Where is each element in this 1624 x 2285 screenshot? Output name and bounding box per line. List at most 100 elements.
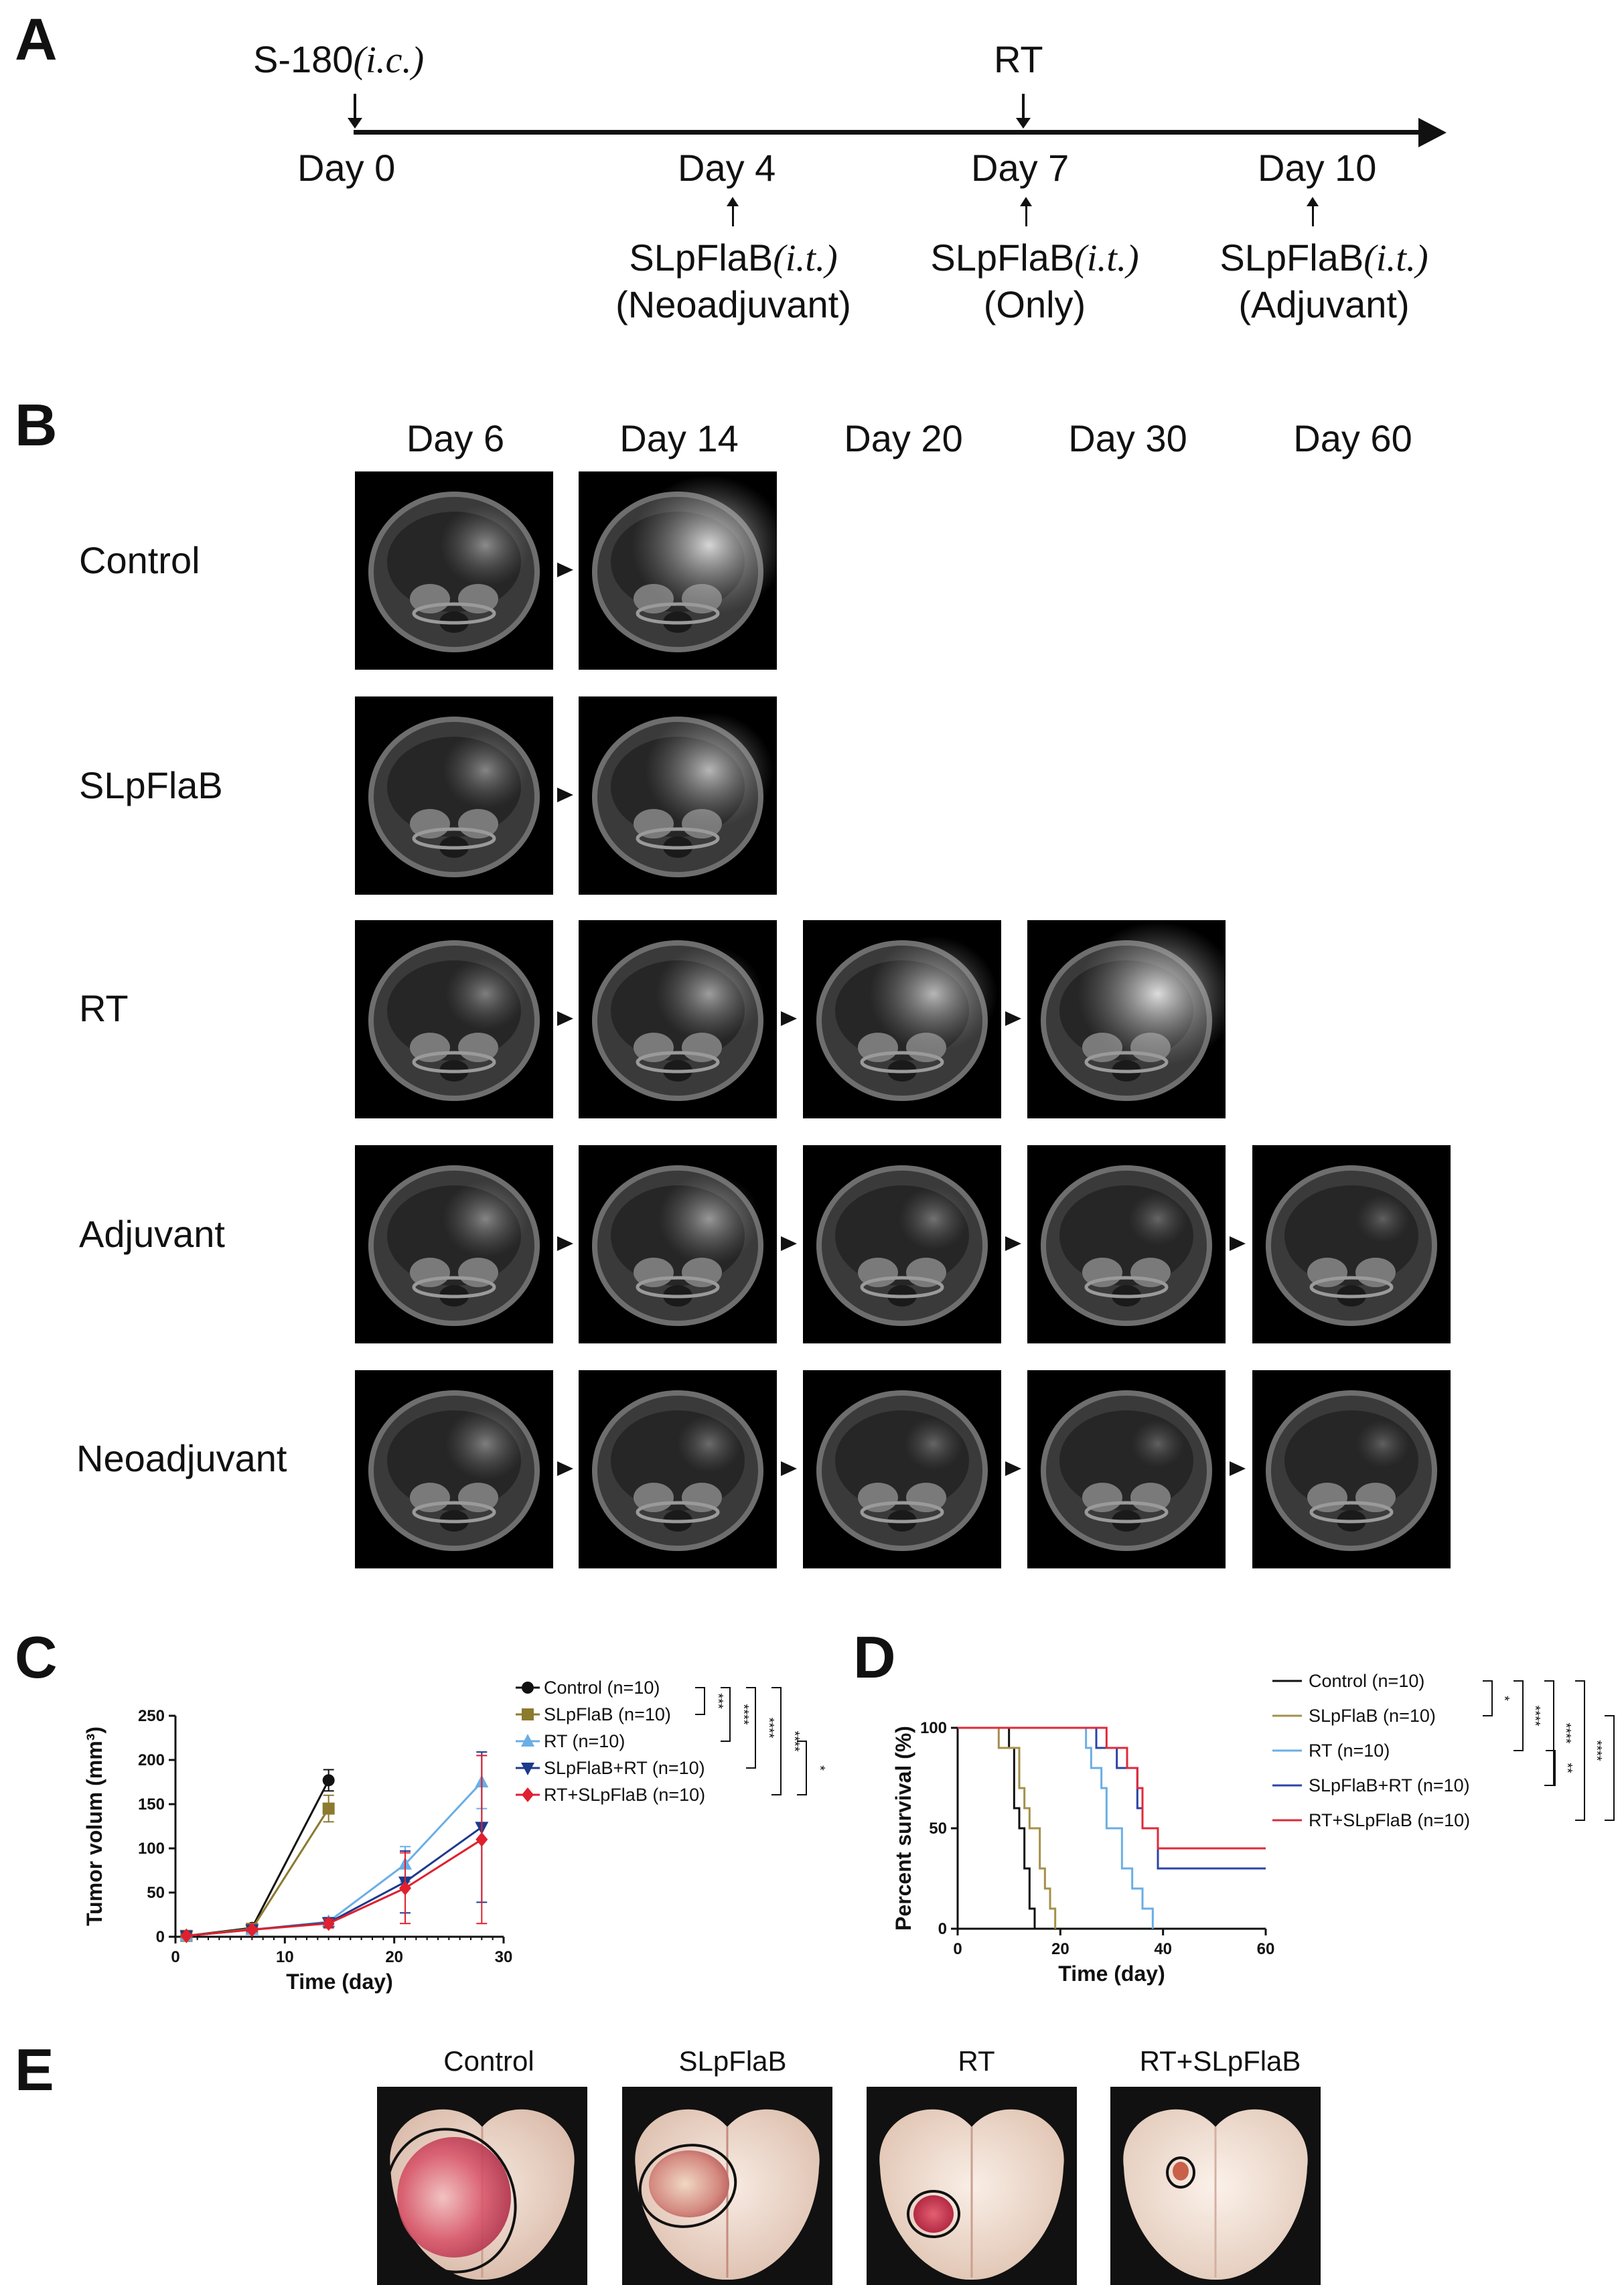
panel-label-d: D <box>853 1624 896 1690</box>
mri-image-neoadjuvant-2 <box>579 1370 777 1568</box>
y-tick-label: 50 <box>147 1884 165 1902</box>
significance-bracket <box>1514 1680 1524 1751</box>
survival-chart: 0 20 40 60 0 50 100 Time (day) Percent survival … <box>851 1621 1624 1996</box>
legend-entry: RT+SLpFlaB (n=10) <box>544 1785 705 1805</box>
mri-arrow-rt-3 <box>1005 1011 1021 1026</box>
day-header-14: Day 14 <box>619 417 739 459</box>
y-tick-label: 100 <box>138 1840 165 1858</box>
y-tick-label: 250 <box>138 1707 165 1725</box>
y-axis-label: Percent survival (%) <box>891 1726 915 1931</box>
treatment-drug: SLpFlaB <box>629 236 773 279</box>
mri-image-neoadjuvant-3 <box>803 1370 1001 1568</box>
x-tick-label: 20 <box>1051 1940 1069 1958</box>
mri-image-rt-4 <box>1027 920 1226 1118</box>
significance-label: *** <box>711 1693 725 1709</box>
mri-image-adjuvant-2 <box>579 1145 777 1343</box>
treatment-note: (Adjuvant) <box>1238 283 1410 325</box>
mri-image-rt-2 <box>579 920 777 1118</box>
mri-image-control-1 <box>355 471 553 670</box>
panel-label-b: B <box>15 392 58 458</box>
significance-label: **** <box>1528 1705 1542 1726</box>
mri-image-adjuvant-5 <box>1252 1145 1451 1343</box>
mri-arrow-slpflab-1 <box>557 788 573 802</box>
brain-label-rt-slpflab: RT+SLpFlaB <box>1139 2045 1301 2077</box>
significance-bracket <box>1575 1680 1585 1821</box>
day-header-20: Day 20 <box>844 417 963 459</box>
significance-bracket <box>695 1687 705 1715</box>
mri-arrow-neoadjuvant-4 <box>1230 1461 1246 1476</box>
y-tick-label: 100 <box>920 1719 947 1737</box>
brain-panel: Control SLpFlaB RT RT+SLpFlaB <box>0 2036 1624 2285</box>
y-tick-label: 0 <box>156 1928 165 1946</box>
y-tick-label: 0 <box>938 1920 947 1938</box>
legend-entry: RT+SLpFlaB (n=10) <box>1309 1810 1470 1830</box>
mri-image-adjuvant-4 <box>1027 1145 1226 1343</box>
data-point <box>521 1763 534 1775</box>
mri-image-neoadjuvant-5 <box>1252 1370 1451 1568</box>
legend-entry: SLpFlaB+RT (n=10) <box>1309 1775 1470 1795</box>
data-point <box>522 1787 534 1802</box>
significance-label: **** <box>787 1730 802 1751</box>
mri-image-neoadjuvant-1 <box>355 1370 553 1568</box>
series-4 <box>180 1755 488 1943</box>
neoadjuvant-up-arrow <box>732 200 734 226</box>
data-point <box>246 1922 259 1937</box>
timeline-arrowhead <box>1418 118 1447 147</box>
data-point <box>399 1881 411 1896</box>
injection-cell-line: S-180 <box>253 38 354 80</box>
treatment-route: (i.t.) <box>1363 238 1428 279</box>
panel-label-e: E <box>15 2037 54 2103</box>
significance-label: **** <box>736 1704 751 1724</box>
data-point <box>322 1802 335 1815</box>
significance-label: **** <box>1589 1740 1604 1761</box>
mri-image-rt-1 <box>355 920 553 1118</box>
legend-entry: SLpFlaB (n=10) <box>1309 1706 1436 1726</box>
injection-arrowhead <box>348 118 362 129</box>
brain-photo-slpflab <box>622 2087 832 2285</box>
y-axis-label: Tumor volum (mm³) <box>82 1726 106 1926</box>
mri-arrow-rt-2 <box>781 1011 797 1026</box>
legend-entry: SLpFlaB+RT (n=10) <box>544 1758 705 1778</box>
only-up-arrow <box>1025 200 1027 226</box>
mri-image-grid <box>0 388 1624 1594</box>
brain-photo-control <box>377 2087 587 2285</box>
brain-photo-rt <box>867 2087 1077 2285</box>
adjuvant-up-arrowhead <box>1307 197 1319 206</box>
series-1 <box>180 1794 335 1942</box>
x-tick-label: 0 <box>171 1948 179 1966</box>
panel-label-a: A <box>15 6 58 72</box>
mri-image-adjuvant-3 <box>803 1145 1001 1343</box>
y-tick-label: 50 <box>929 1820 947 1838</box>
treatment-only: SLpFlaB(i.t.) (Only) <box>891 236 1179 326</box>
significance-bracket <box>1544 1680 1554 1786</box>
injection-route: (i.c.) <box>353 40 425 81</box>
survival-curve-1 <box>958 1726 1057 1929</box>
mri-image-slpflab-2 <box>579 696 777 895</box>
x-tick-label: 30 <box>495 1948 513 1966</box>
injection-label: S-180(i.c.) <box>253 38 424 82</box>
mri-image-slpflab-1 <box>355 696 553 895</box>
day-header-30: Day 30 <box>1068 417 1187 459</box>
legend-entry: Control (n=10) <box>544 1678 660 1698</box>
row-label-rt: RT <box>79 987 129 1029</box>
treatment-note: (Neoadjuvant) <box>615 283 851 325</box>
mri-arrow-rt-1 <box>557 1011 573 1026</box>
survival-curve-0 <box>958 1726 1036 1929</box>
brain-label-slpflab: SLpFlaB <box>678 2045 787 2077</box>
treatment-note: (Only) <box>983 283 1086 325</box>
data-point <box>180 1928 193 1943</box>
significance-label: ** <box>1560 1763 1574 1773</box>
mri-panel: Day 6 Day 14 Day 20 Day 30 Day 60 Contro… <box>0 388 1624 1594</box>
x-tick-label: 10 <box>276 1948 294 1966</box>
timeline-axis <box>354 130 1425 135</box>
significance-label: ** <box>1619 1763 1624 1773</box>
row-label-slpflab: SLpFlaB <box>79 764 223 806</box>
treatment-route: (i.t.) <box>1074 238 1139 279</box>
row-label-control: Control <box>79 539 200 581</box>
mri-arrow-adjuvant-4 <box>1230 1236 1246 1251</box>
survival-curve-4 <box>958 1726 1266 1850</box>
mri-image-rt-3 <box>803 920 1001 1118</box>
significance-bracket <box>771 1687 782 1795</box>
rt-label: RT <box>994 38 1043 80</box>
brain-label-control: Control <box>443 2045 534 2077</box>
